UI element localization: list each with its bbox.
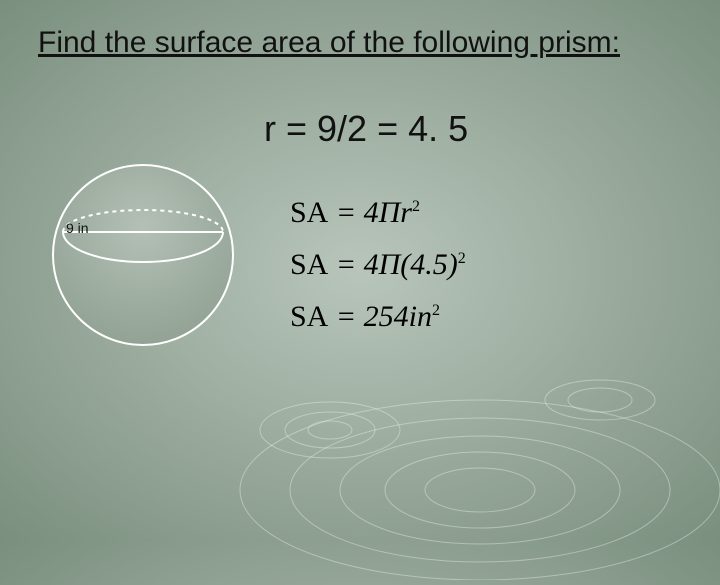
slide-title: Find the surface area of the following p… — [38, 26, 620, 60]
diameter-label: 9 in — [66, 220, 89, 236]
formula-3: SA = 254in2 — [290, 300, 466, 334]
formula-block: SA = 4Πr2 SA = 4Π(4.5)2 SA = 254in2 — [290, 196, 466, 352]
formula-1: SA = 4Πr2 — [290, 196, 466, 230]
formula-2: SA = 4Π(4.5)2 — [290, 248, 466, 282]
radius-equation: r = 9/2 = 4. 5 — [264, 108, 468, 150]
sphere-diagram: 9 in — [48, 160, 238, 350]
sphere-svg — [48, 160, 238, 350]
